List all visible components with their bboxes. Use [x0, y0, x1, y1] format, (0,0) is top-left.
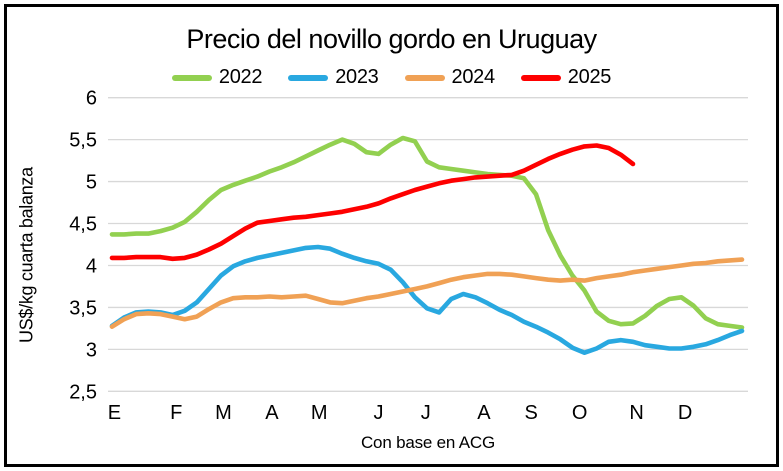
- x-tick-label-7: A: [477, 402, 491, 424]
- x-tick-label-4: M: [311, 402, 328, 424]
- x-tick-label-8: S: [525, 402, 538, 424]
- legend-label-2022: 2022: [218, 66, 263, 88]
- y-tick-label: 3: [86, 339, 97, 361]
- legend-item-2023: 2023: [288, 66, 379, 89]
- x-tick-label-6: J: [421, 402, 431, 424]
- x-tick-label-0: E: [108, 402, 121, 424]
- legend: 2022 2023 2024 2025: [0, 66, 783, 89]
- y-tick-label: 5,5: [69, 130, 97, 152]
- legend-label-2023: 2023: [335, 66, 379, 88]
- x-tick-label-2: M: [215, 402, 232, 424]
- y-tick-label: 5: [86, 172, 97, 194]
- x-tick-label-1: F: [170, 402, 182, 424]
- y-tick-label: 6: [86, 88, 97, 110]
- x-tick-label-11: D: [678, 402, 692, 424]
- y-axis-title: US$/kg cuarta balanza: [16, 167, 37, 343]
- legend-label-2025: 2025: [567, 66, 612, 88]
- series-line-2023: [109, 244, 745, 356]
- y-tick-label: 4: [86, 255, 97, 277]
- legend-swatch-2022: [171, 74, 212, 81]
- y-tick-label: 4,5: [69, 214, 97, 236]
- x-tick-label-9: O: [572, 402, 588, 424]
- series-line-2025: [109, 143, 636, 262]
- x-tick-label-5: J: [374, 402, 384, 424]
- series-line-2022: [109, 135, 745, 330]
- y-tick-label: 3,5: [69, 297, 97, 319]
- y-tick-label: 2,5: [69, 381, 97, 403]
- legend-swatch-2023: [288, 74, 329, 81]
- x-axis-title: Con base en ACG: [360, 433, 496, 452]
- legend-item-2022: 2022: [171, 66, 263, 89]
- x-tick-label-10: N: [629, 402, 643, 424]
- series-line-2024: [109, 257, 745, 330]
- legend-swatch-2024: [404, 74, 445, 81]
- legend-item-2024: 2024: [404, 66, 496, 89]
- chart-title: Precio del novillo gordo en Uruguay: [186, 24, 597, 54]
- x-tick-label-3: A: [265, 402, 279, 424]
- legend-label-2024: 2024: [451, 66, 496, 88]
- legend-item-2025: 2025: [520, 66, 612, 89]
- legend-swatch-2025: [520, 74, 561, 81]
